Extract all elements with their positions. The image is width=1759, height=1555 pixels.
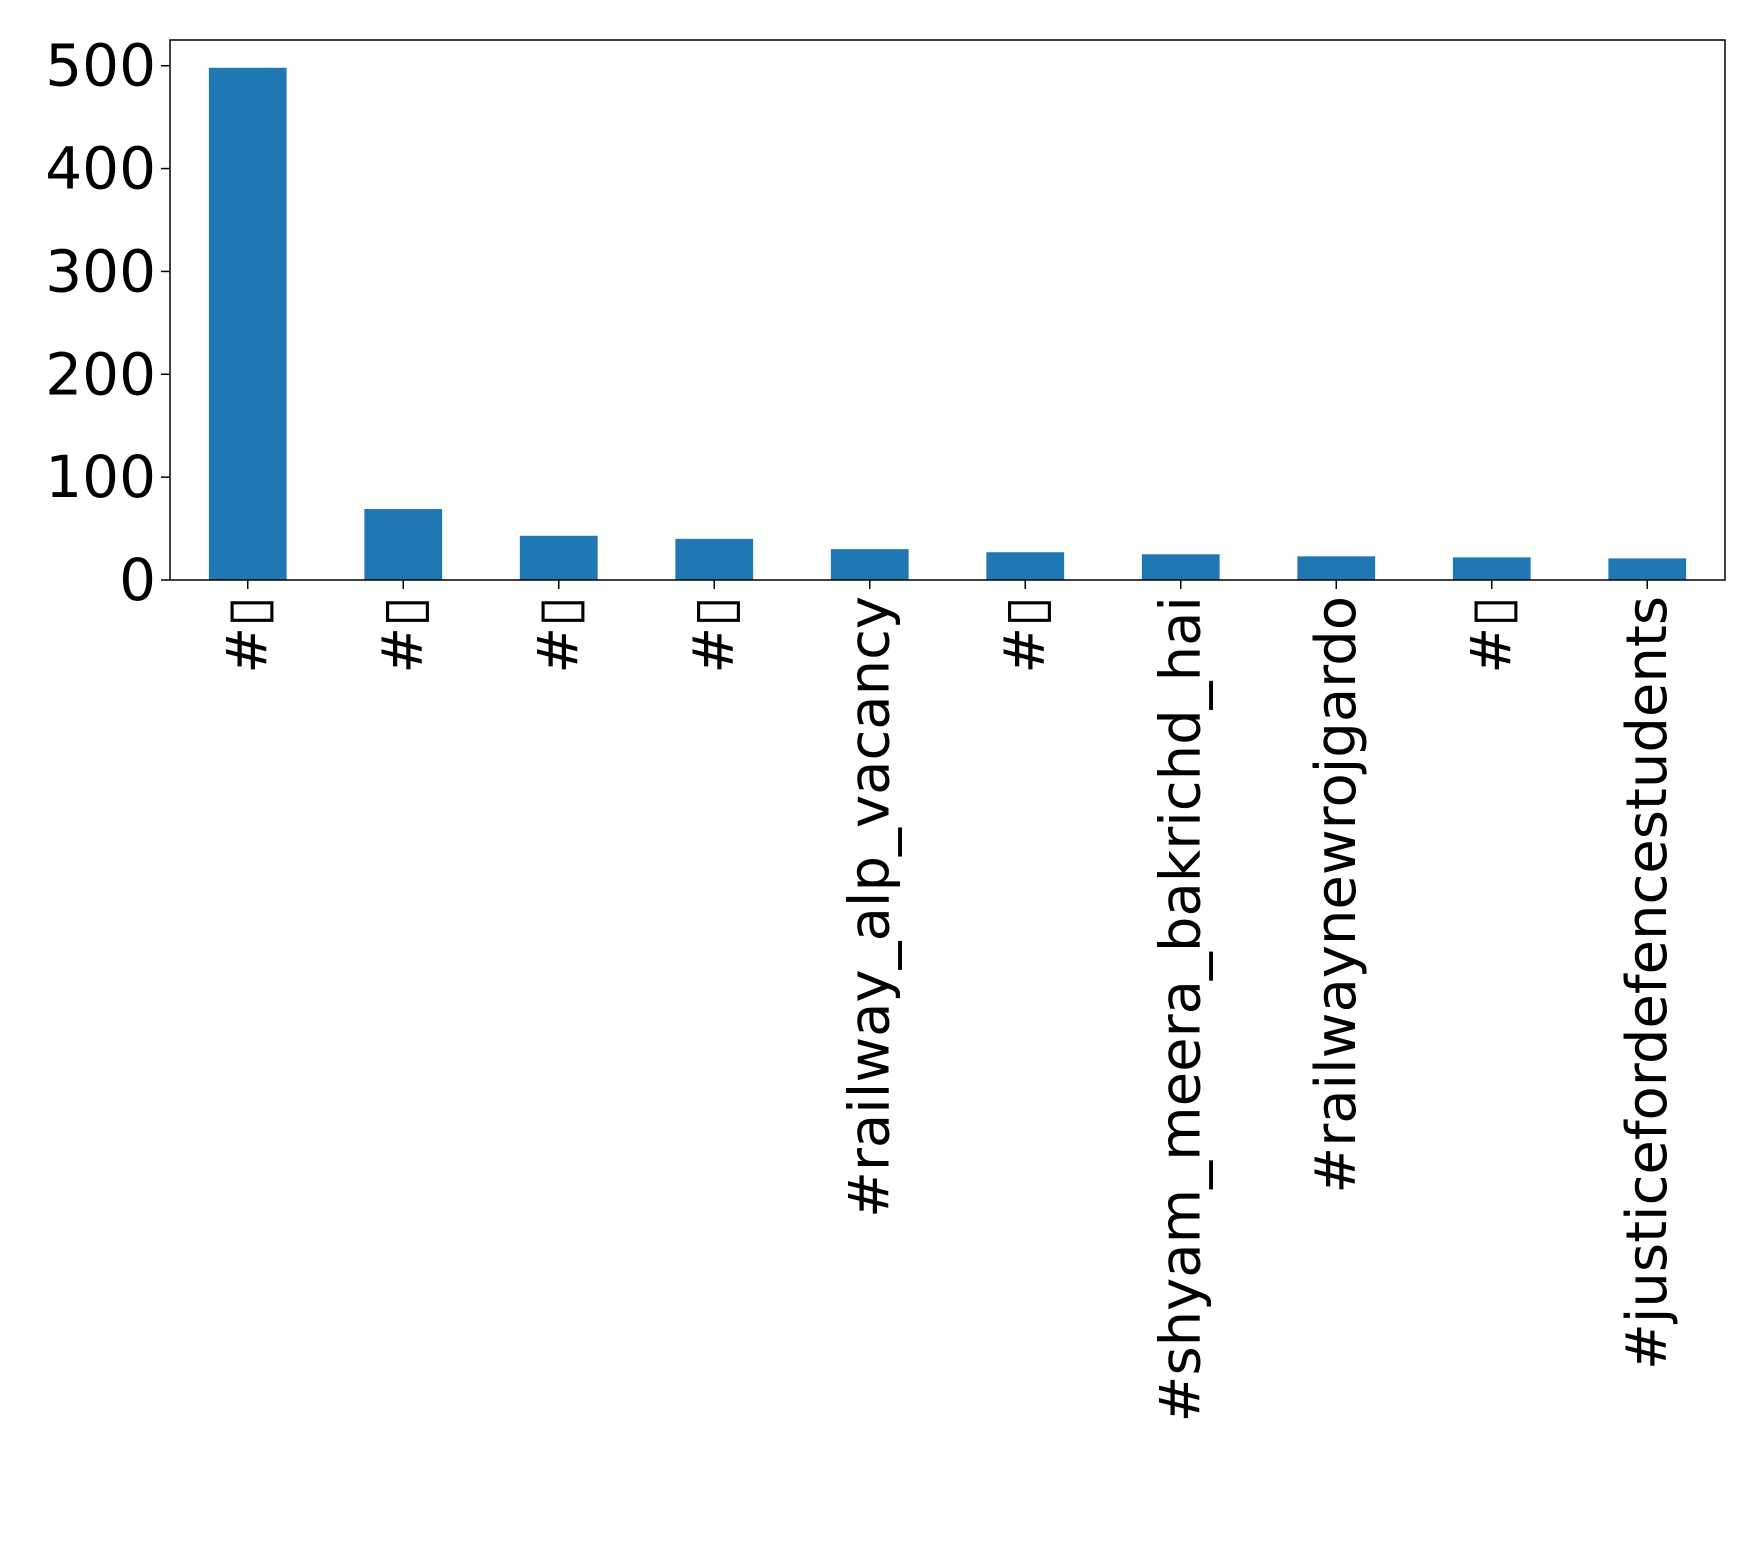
bar-6 (986, 552, 1065, 580)
bar-7 (1141, 554, 1220, 580)
y-tick-label-3: 300 (45, 237, 156, 305)
x-axis: #▯ #▯ #▯ #▯ #railway_alp_vacancy #▯ #shyam_mee… (215, 580, 1680, 1422)
x-tick-label-1: #▯ (371, 596, 436, 674)
bar-4 (675, 538, 754, 580)
bar-10 (1608, 558, 1687, 580)
x-tick-label-7: #railwaynewrojgardo (1304, 596, 1369, 1194)
x-tick-label-0: #▯ (215, 596, 280, 674)
bar-3 (519, 535, 598, 580)
y-tick-label-0: 0 (119, 546, 156, 614)
bar-5 (830, 549, 909, 580)
bar-8 (1297, 556, 1376, 580)
x-tick-label-9: #justicefordefencestudents (1615, 596, 1680, 1370)
x-tick-label-5: #▯ (993, 596, 1058, 674)
y-tick-label-2: 200 (45, 340, 156, 408)
bars-layer (208, 67, 1687, 581)
bar-9 (1452, 557, 1531, 580)
y-tick-label-1: 100 (45, 443, 156, 511)
plot-frame (169, 39, 1726, 581)
x-tick-label-8: #▯ (1459, 596, 1524, 674)
x-tick-label-3: #▯ (682, 596, 747, 674)
x-tick-label-2: #▯ (526, 596, 591, 674)
y-axis: 0 100 200 300 400 500 (45, 32, 170, 614)
bar-2 (364, 509, 443, 580)
y-tick-label-4: 400 (45, 135, 156, 203)
bar-1 (208, 67, 287, 581)
y-tick-label-5: 500 (45, 32, 156, 100)
x-tick-label-4: #railway_alp_vacancy (837, 596, 902, 1218)
x-tick-label-6: #shyam_meera_bakrichd_hai (1148, 596, 1213, 1422)
